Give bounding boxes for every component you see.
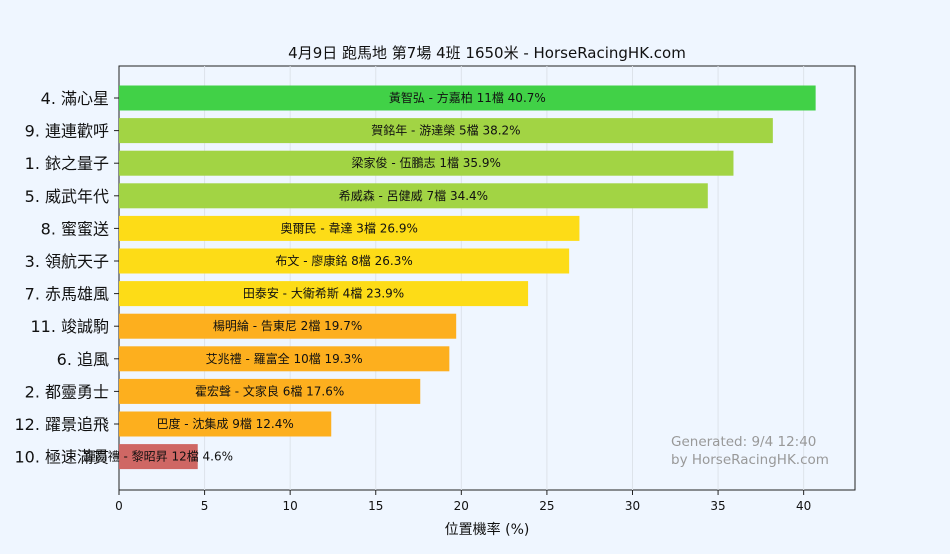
watermark-generated-line: Generated: 9/4 12:40 — [671, 434, 816, 450]
y-tick-label-horse: 8. 蜜蜜送 — [41, 219, 109, 238]
bar — [119, 378, 421, 404]
bar-data-label: 賀銘年 - 游達榮 5檔 38.2% — [371, 123, 520, 138]
x-axis-ticks: 0 5 10 15 20 25 30 35 40 — [115, 490, 811, 513]
bar-data-label: 艾兆禮 - 羅富全 10檔 19.3% — [206, 351, 363, 366]
y-tick-label-horse: 2. 都靈勇士 — [25, 382, 109, 401]
bar — [119, 411, 332, 437]
y-tick-label-horse: 11. 竣誠駒 — [30, 317, 109, 336]
watermark-site-line: by HorseRacingHK.com — [671, 452, 829, 468]
bar-data-label: 楊明綸 - 告東尼 2檔 19.7% — [213, 318, 362, 333]
bar — [119, 281, 529, 307]
bar-data-label: 鍾易禮 - 黎昭昇 12檔 4.6% — [84, 450, 233, 464]
y-tick-label-horse: 3. 領航天子 — [25, 252, 109, 271]
bar — [119, 85, 816, 111]
bar — [119, 183, 708, 209]
bar-data-label: 梁家俊 - 伍鵬志 1檔 35.9% — [352, 155, 501, 170]
bar — [119, 313, 457, 339]
y-tick-label-horse: 12. 躍景追飛 — [14, 415, 109, 434]
bar-data-label: 田泰安 - 大衛希斯 4檔 23.9% — [243, 286, 404, 301]
bars: 黃智弘 - 方嘉柏 11檔 40.7% 賀銘年 - 游達榮 5檔 38.2% 梁家俊… — [84, 85, 816, 470]
y-tick-label-horse: 10. 極速滿貫 — [14, 448, 109, 467]
bar — [119, 150, 734, 176]
bar — [119, 248, 570, 274]
bar — [119, 118, 773, 144]
y-tick-label-horse: 5. 威武年代 — [25, 187, 109, 206]
x-tick-label: 20 — [454, 499, 469, 513]
x-tick-label: 0 — [115, 499, 123, 513]
x-tick-label: 25 — [539, 499, 554, 513]
bar-data-label: 布文 - 廖康銘 8檔 26.3% — [275, 253, 412, 268]
y-tick-label-horse: 4. 滿心星 — [41, 89, 109, 108]
x-tick-label: 30 — [625, 499, 640, 513]
chart-title: 4月9日 跑馬地 第7場 4班 1650米 - HorseRacingHK.co… — [288, 44, 686, 62]
x-tick-label: 40 — [796, 499, 811, 513]
y-axis-labels: 4. 滿心星 9. 連連歡呼 1. 銥之量子 5. 威武年代 8. 蜜蜜送 3. 領航天子… — [14, 89, 119, 467]
bar-data-label: 希威森 - 呂健威 7檔 34.4% — [339, 188, 488, 203]
bar — [119, 215, 580, 241]
bar-data-label: 黃智弘 - 方嘉柏 11檔 40.7% — [389, 90, 546, 105]
x-tick-label: 35 — [710, 499, 725, 513]
bar — [119, 444, 198, 470]
x-axis-label: 位置機率 (%) — [445, 521, 530, 538]
y-tick-label-horse: 7. 赤馬雄風 — [25, 285, 109, 304]
y-tick-label-horse: 6. 追風 — [57, 350, 109, 369]
x-tick-label: 5 — [201, 499, 209, 513]
bar-data-label: 霍宏聲 - 文家良 6檔 17.6% — [195, 383, 344, 398]
x-tick-label: 15 — [368, 499, 383, 513]
bar-data-label: 巴度 - 沈集成 9檔 12.4% — [156, 416, 293, 431]
y-tick-label-horse: 1. 銥之量子 — [25, 154, 109, 173]
x-tick-label: 10 — [283, 499, 298, 513]
bar — [119, 346, 450, 372]
y-tick-label-horse: 9. 連連歡呼 — [25, 122, 109, 141]
bar-data-label: 奧爾民 - 韋達 3檔 26.9% — [281, 221, 418, 235]
